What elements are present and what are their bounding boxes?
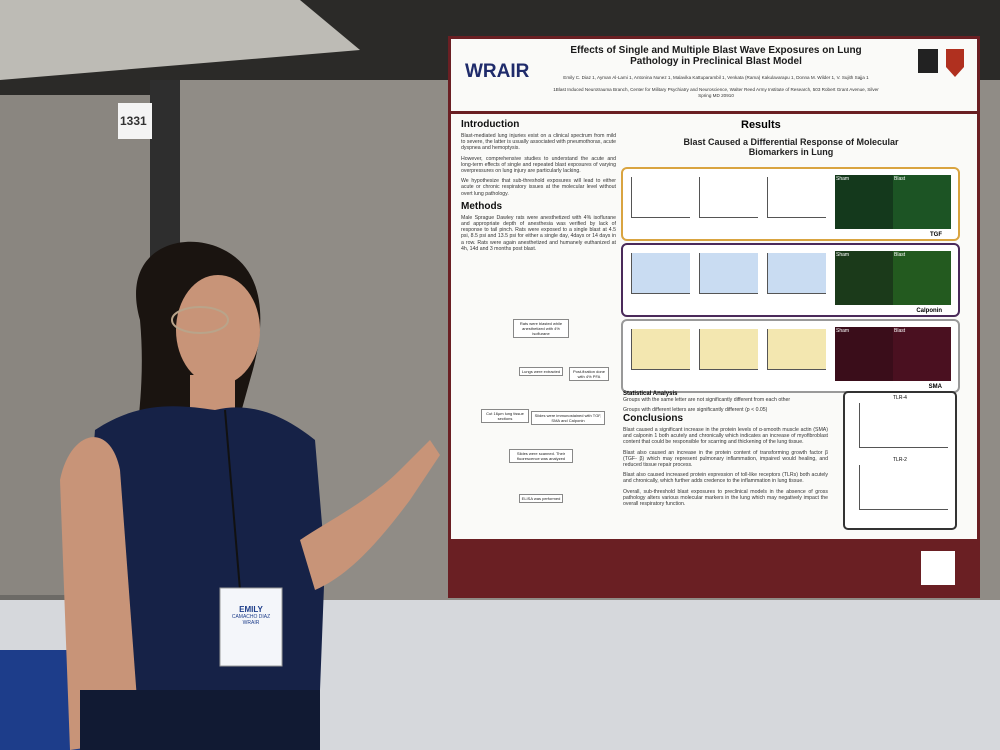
paragraph: Blast also caused an increase in the pro… xyxy=(623,449,828,469)
tlr-panel: TLR-4 TLR-2 xyxy=(843,391,957,530)
chart-thumb xyxy=(699,253,758,294)
chart-thumb xyxy=(631,177,690,218)
image-label: Blast xyxy=(893,327,951,381)
image-label: Blast xyxy=(893,175,951,229)
flow-step: Slides were scanned. Their fluorescence … xyxy=(509,449,573,463)
results-heading: Results xyxy=(741,119,781,131)
tlr-label: TLR-2 xyxy=(893,457,907,463)
paragraph: Overall, sub-threshold blast exposures t… xyxy=(623,488,828,508)
paragraph: Blast caused a significant increase in t… xyxy=(623,427,828,446)
paragraph: We hypothesize that sub-threshold exposu… xyxy=(461,178,616,197)
chart-thumb xyxy=(699,329,758,370)
arm-left xyxy=(60,437,140,750)
image-label: Sham xyxy=(835,327,893,381)
panel: Sham Blast SMA xyxy=(621,319,960,393)
left-column: Introduction Blast-mediated lung injurie… xyxy=(461,117,616,256)
stats: Statistical Analysis Groups with the sam… xyxy=(623,391,833,417)
booth-number: 1331 xyxy=(120,114,147,128)
poster-header: WRAIR Effects of Single and Multiple Bla… xyxy=(451,39,977,114)
stats-line: Groups with the same letter are not sign… xyxy=(623,397,791,403)
panel-label: SMA xyxy=(928,384,942,390)
stats-heading: Statistical Analysis xyxy=(623,391,678,397)
chart-thumb xyxy=(767,177,826,218)
qr-code xyxy=(921,551,955,585)
panel: Sham Blast TGF xyxy=(621,167,960,241)
heading: Introduction xyxy=(461,119,520,130)
heading: Methods xyxy=(461,200,503,212)
chart-thumb xyxy=(767,253,826,294)
flow-step: Lungs were extracted xyxy=(519,367,563,376)
arm-right xyxy=(300,440,440,590)
image-label: Sham xyxy=(835,251,893,305)
badge-text: EMILY CAMACHO DIAZ WRAIR xyxy=(222,605,280,626)
paragraph: Blast also caused increased protein expr… xyxy=(623,472,828,485)
tlr-label: TLR-4 xyxy=(893,395,907,401)
panel: Sham Blast Calponin xyxy=(621,243,960,317)
flow-step: Slides were immunostained with TGF, SMA … xyxy=(531,411,605,425)
pants xyxy=(80,690,320,750)
results-subheading: Blast Caused a Differential Response of … xyxy=(683,137,899,157)
glasses xyxy=(171,306,229,334)
badge-org: WRAIR xyxy=(242,620,260,626)
chart-thumb xyxy=(631,329,690,370)
conclusions: Conclusions Blast caused a significant i… xyxy=(623,411,828,511)
paragraph: Blast-mediated lung injuries exist on a … xyxy=(461,133,616,152)
flow-step: ELISA was performed xyxy=(519,494,563,503)
image-label: Blast xyxy=(893,251,951,305)
flow-step: Cut 16µm lung tissue sections xyxy=(481,409,529,423)
paragraph: However, comprehensive studies to unders… xyxy=(461,155,616,175)
panel-label: Calponin xyxy=(916,308,942,314)
logo: WRAIR xyxy=(465,61,530,82)
badge-name: EMILY xyxy=(239,605,263,614)
badge xyxy=(219,587,283,667)
panel-label: TGF xyxy=(930,232,942,238)
paragraph: Male Sprague Dawley rats were anesthetiz… xyxy=(461,214,616,252)
chart-thumb xyxy=(631,253,690,294)
tlr-chart xyxy=(859,465,948,510)
flow-step: Post-fixation done with 4% PFA xyxy=(569,367,609,381)
affiliation: 1Blast Induced Neurotrauma Branch, Cente… xyxy=(553,87,879,98)
crests xyxy=(918,49,964,77)
poster-title: Effects of Single and Multiple Blast Wav… xyxy=(570,45,862,67)
stats-line: Groups with different letters are signif… xyxy=(623,407,768,414)
poster-footer xyxy=(451,539,977,595)
flow-step: Rats were blasted while anesthetized wit… xyxy=(513,319,569,338)
authors: Emily C. Diaz 1, Ayman Al-Lami 1, Antoni… xyxy=(563,75,869,80)
heading: Conclusions xyxy=(623,413,684,424)
badge-surname: CAMACHO DIAZ xyxy=(231,614,271,620)
booth-sign xyxy=(118,103,152,139)
image-label: Sham xyxy=(835,175,893,229)
wall xyxy=(0,0,360,80)
chart-thumb xyxy=(767,329,826,370)
lanyard xyxy=(224,409,241,591)
poster: WRAIR Effects of Single and Multiple Bla… xyxy=(448,36,980,598)
tlr-chart xyxy=(859,403,948,448)
chart-thumb xyxy=(699,177,758,218)
